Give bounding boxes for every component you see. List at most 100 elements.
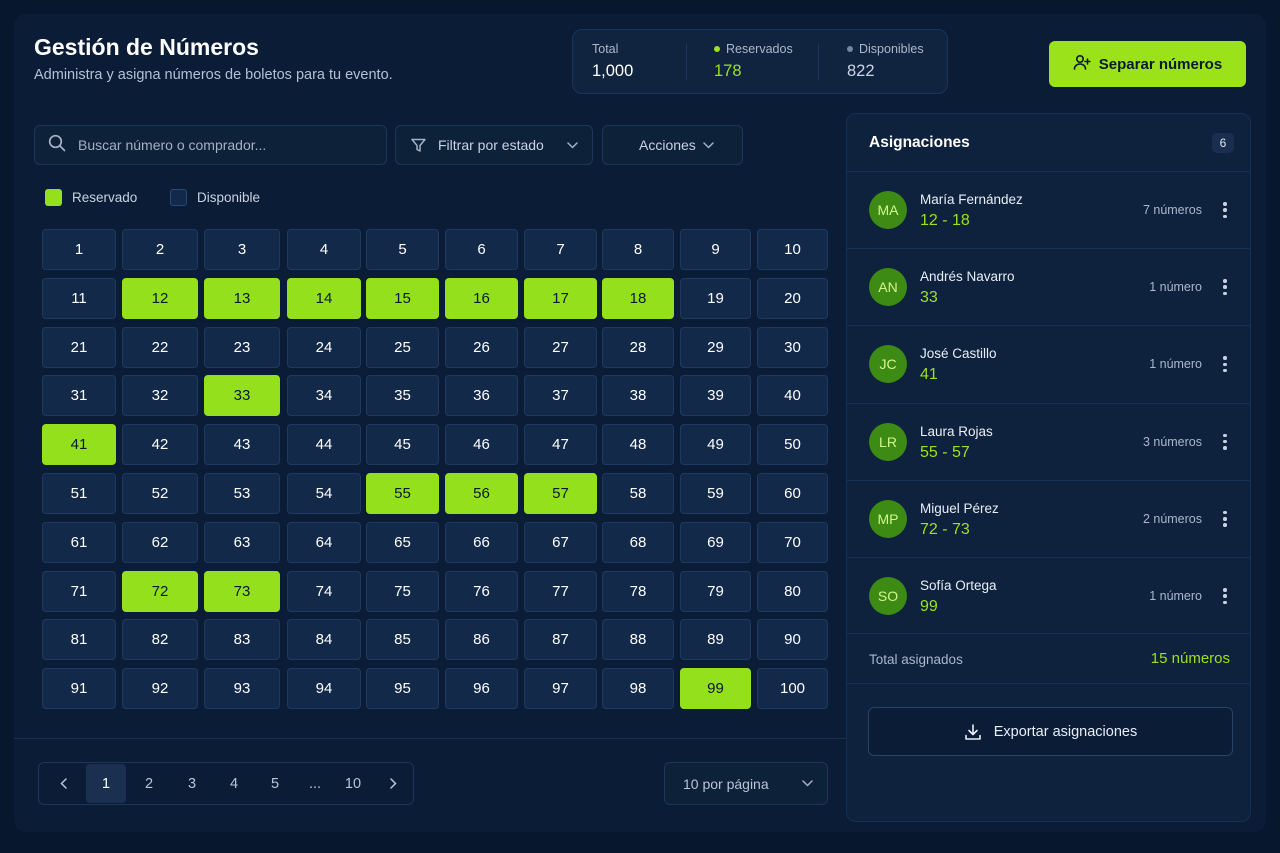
export-assignments-button[interactable]: Exportar asignaciones bbox=[868, 707, 1233, 756]
number-cell[interactable]: 88 bbox=[602, 619, 674, 661]
number-cell[interactable]: 37 bbox=[524, 375, 597, 417]
number-cell[interactable]: 57 bbox=[524, 473, 597, 514]
number-cell[interactable]: 32 bbox=[122, 375, 198, 417]
number-cell[interactable]: 67 bbox=[524, 521, 597, 563]
number-cell[interactable]: 71 bbox=[42, 570, 116, 612]
number-cell[interactable]: 34 bbox=[287, 375, 361, 417]
number-cell[interactable]: 35 bbox=[366, 375, 439, 417]
number-cell[interactable]: 95 bbox=[366, 668, 439, 710]
number-cell[interactable]: 22 bbox=[122, 326, 198, 368]
number-cell[interactable]: 3 bbox=[204, 229, 280, 270]
actions-dropdown[interactable]: Acciones bbox=[602, 125, 743, 165]
number-cell[interactable]: 9 bbox=[680, 229, 751, 270]
number-cell[interactable]: 14 bbox=[287, 277, 361, 319]
number-cell[interactable]: 38 bbox=[602, 375, 674, 417]
number-cell[interactable]: 100 bbox=[757, 668, 828, 710]
page-button-2[interactable]: 2 bbox=[144, 775, 154, 792]
number-cell[interactable]: 2 bbox=[122, 229, 198, 270]
number-cell[interactable]: 23 bbox=[204, 326, 280, 368]
page-button-4[interactable]: 4 bbox=[229, 775, 239, 792]
number-cell[interactable]: 73 bbox=[204, 570, 280, 612]
assignment-row[interactable]: MP Miguel Pérez 72 - 73 2 números bbox=[847, 479, 1250, 557]
assignment-row[interactable]: AN Andrés Navarro 33 1 número bbox=[847, 248, 1250, 325]
number-cell[interactable]: 79 bbox=[680, 570, 751, 612]
number-cell[interactable]: 74 bbox=[287, 570, 361, 612]
search-box[interactable] bbox=[34, 125, 387, 165]
more-options-icon[interactable] bbox=[1220, 277, 1230, 297]
number-cell[interactable]: 97 bbox=[524, 668, 597, 710]
page-button-1[interactable]: 1 bbox=[86, 764, 126, 803]
number-cell[interactable]: 17 bbox=[524, 277, 597, 319]
number-cell[interactable]: 77 bbox=[524, 570, 597, 612]
number-cell[interactable]: 26 bbox=[445, 326, 518, 368]
number-cell[interactable]: 70 bbox=[757, 521, 828, 563]
number-cell[interactable]: 46 bbox=[445, 424, 518, 466]
number-cell[interactable]: 51 bbox=[42, 473, 116, 514]
number-cell[interactable]: 54 bbox=[287, 473, 361, 514]
number-cell[interactable]: 85 bbox=[366, 619, 439, 661]
assignment-row[interactable]: LR Laura Rojas 55 - 57 3 números bbox=[847, 402, 1250, 480]
number-cell[interactable]: 68 bbox=[602, 521, 674, 563]
number-cell[interactable]: 6 bbox=[445, 229, 518, 270]
number-cell[interactable]: 13 bbox=[204, 277, 280, 319]
number-cell[interactable]: 8 bbox=[602, 229, 674, 270]
number-cell[interactable]: 41 bbox=[42, 424, 116, 466]
number-cell[interactable]: 94 bbox=[287, 668, 361, 710]
number-cell[interactable]: 15 bbox=[366, 277, 439, 319]
number-cell[interactable]: 82 bbox=[122, 619, 198, 661]
number-cell[interactable]: 62 bbox=[122, 521, 198, 563]
number-cell[interactable]: 93 bbox=[204, 668, 280, 710]
search-input[interactable] bbox=[78, 137, 368, 153]
number-cell[interactable]: 19 bbox=[680, 277, 751, 319]
number-cell[interactable]: 89 bbox=[680, 619, 751, 661]
number-cell[interactable]: 45 bbox=[366, 424, 439, 466]
number-cell[interactable]: 91 bbox=[42, 668, 116, 710]
number-cell[interactable]: 18 bbox=[602, 277, 674, 319]
number-cell[interactable]: 27 bbox=[524, 326, 597, 368]
number-cell[interactable]: 84 bbox=[287, 619, 361, 661]
number-cell[interactable]: 7 bbox=[524, 229, 597, 270]
number-cell[interactable]: 25 bbox=[366, 326, 439, 368]
number-cell[interactable]: 10 bbox=[757, 229, 828, 270]
number-cell[interactable]: 53 bbox=[204, 473, 280, 514]
more-options-icon[interactable] bbox=[1220, 432, 1230, 452]
number-cell[interactable]: 50 bbox=[757, 424, 828, 466]
number-cell[interactable]: 29 bbox=[680, 326, 751, 368]
number-cell[interactable]: 4 bbox=[287, 229, 361, 270]
number-cell[interactable]: 80 bbox=[757, 570, 828, 612]
number-cell[interactable]: 43 bbox=[204, 424, 280, 466]
number-cell[interactable]: 75 bbox=[366, 570, 439, 612]
number-cell[interactable]: 33 bbox=[204, 375, 280, 417]
number-cell[interactable]: 96 bbox=[445, 668, 518, 710]
number-cell[interactable]: 36 bbox=[445, 375, 518, 417]
number-cell[interactable]: 81 bbox=[42, 619, 116, 661]
number-cell[interactable]: 52 bbox=[122, 473, 198, 514]
number-cell[interactable]: 47 bbox=[524, 424, 597, 466]
number-cell[interactable]: 56 bbox=[445, 473, 518, 514]
number-cell[interactable]: 11 bbox=[42, 277, 116, 319]
page-button-3[interactable]: 3 bbox=[187, 775, 197, 792]
number-cell[interactable]: 64 bbox=[287, 521, 361, 563]
more-options-icon[interactable] bbox=[1220, 586, 1230, 606]
assignment-row[interactable]: JC José Castillo 41 1 número bbox=[847, 325, 1250, 402]
number-cell[interactable]: 28 bbox=[602, 326, 674, 368]
page-button-10[interactable]: 10 bbox=[344, 775, 362, 792]
number-cell[interactable]: 31 bbox=[42, 375, 116, 417]
number-cell[interactable]: 12 bbox=[122, 277, 198, 319]
per-page-select[interactable]: 10 por página bbox=[664, 762, 828, 805]
number-cell[interactable]: 30 bbox=[757, 326, 828, 368]
more-options-icon[interactable] bbox=[1220, 200, 1230, 220]
number-cell[interactable]: 99 bbox=[680, 668, 751, 710]
more-options-icon[interactable] bbox=[1220, 354, 1230, 374]
number-cell[interactable]: 86 bbox=[445, 619, 518, 661]
separate-numbers-button[interactable]: Separar números bbox=[1049, 41, 1246, 87]
number-cell[interactable]: 40 bbox=[757, 375, 828, 417]
number-cell[interactable]: 24 bbox=[287, 326, 361, 368]
number-cell[interactable]: 16 bbox=[445, 277, 518, 319]
number-cell[interactable]: 5 bbox=[366, 229, 439, 270]
page-button-5[interactable]: 5 bbox=[270, 775, 280, 792]
number-cell[interactable]: 87 bbox=[524, 619, 597, 661]
number-cell[interactable]: 44 bbox=[287, 424, 361, 466]
number-cell[interactable]: 63 bbox=[204, 521, 280, 563]
number-cell[interactable]: 59 bbox=[680, 473, 751, 514]
